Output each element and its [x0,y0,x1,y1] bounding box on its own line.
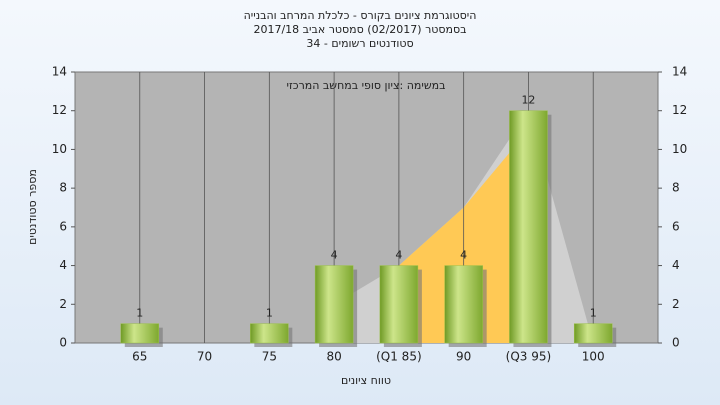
x-tick-label: 65 [132,350,147,364]
annotation: במשימה :ציון סופי במחשב המרכזי [286,79,445,92]
y2-tick-label: 2 [672,297,680,311]
y2-tick-label: 10 [672,142,687,156]
x-tick-label: 100 [582,350,605,364]
bar [120,323,160,344]
y-tick-label: 8 [59,181,67,195]
bar [314,265,354,344]
bar [573,323,613,344]
x-tick-label: 90 [456,350,471,364]
data-label: 4 [460,249,467,262]
bar [509,110,548,344]
y-tick-label: 12 [52,103,67,117]
x-tick-label: (Q3 95) [506,350,552,364]
chart-subtitle: סטודנטים רשומים - 34 [306,37,413,50]
bar [379,265,419,344]
y-axis-label: מספר סטודנטים [26,169,39,245]
y2-tick-label: 0 [672,336,680,350]
y2-tick-label: 14 [672,65,687,79]
y-tick-label: 0 [59,336,67,350]
bar [444,265,483,344]
x-tick-label: 80 [326,350,341,364]
y-tick-label: 4 [59,258,67,272]
x-axis-label: טווח ציונים [341,374,391,387]
y-tick-label: 6 [59,219,67,233]
y2-tick-label: 8 [672,181,680,195]
data-label: 4 [395,249,402,262]
y-tick-label: 14 [52,65,67,79]
data-label: 1 [266,307,273,320]
y-tick-label: 2 [59,297,67,311]
bar [250,323,289,344]
data-label: 1 [136,307,143,320]
x-tick-label: 75 [262,350,277,364]
data-label: 1 [590,307,597,320]
x-tick-label: (Q1 85) [376,350,422,364]
data-label: 12 [521,94,535,107]
chart-title: היסטוגרמת ציונים בקורס - כלכלת המרחב והב… [244,9,477,22]
chart-subtitle: בסמסטר (02/2017) סמסטר אביב 2017/18 [253,23,466,36]
x-tick-label: 70 [197,350,212,364]
data-label: 4 [331,249,338,262]
y-tick-label: 10 [52,142,67,156]
y2-tick-label: 6 [672,219,680,233]
y2-tick-label: 12 [672,103,687,117]
y2-tick-label: 4 [672,258,680,272]
